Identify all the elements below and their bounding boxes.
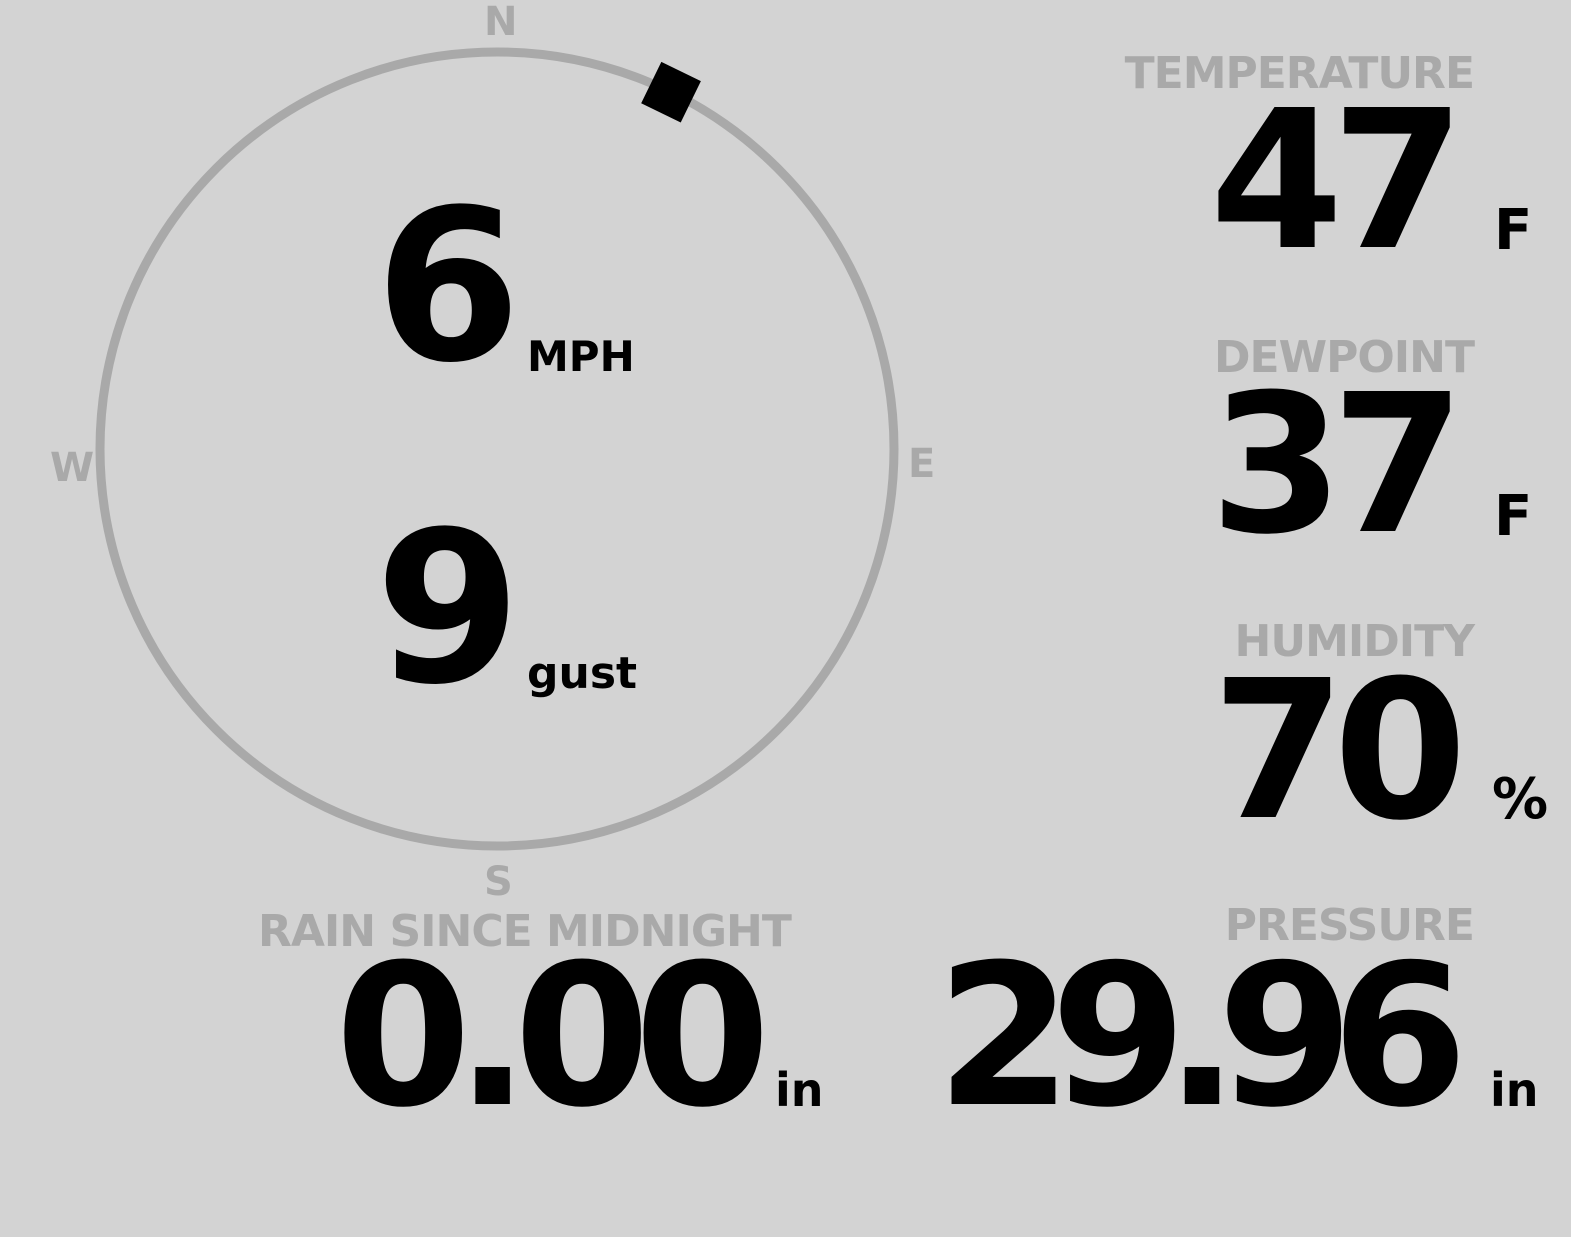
dewpoint-label: DEWPOINT [1214, 332, 1475, 383]
wind-gust-value: 9 [375, 486, 522, 731]
temperature-unit: F [1494, 198, 1533, 263]
dewpoint-value: 37 [1209, 354, 1465, 577]
humidity-unit: % [1492, 767, 1549, 832]
compass-west-label: W [50, 445, 95, 491]
temperature-value: 47 [1209, 70, 1465, 293]
pressure-unit: in [1490, 1063, 1539, 1117]
compass-north-label: N [484, 0, 518, 45]
compass-ring [95, 47, 899, 851]
humidity-value: 70 [1211, 640, 1467, 863]
rain-label: RAIN SINCE MIDNIGHT [258, 906, 792, 957]
temperature-label: TEMPERATURE [1124, 48, 1475, 99]
wind-direction-marker [641, 61, 701, 123]
dewpoint-unit: F [1494, 484, 1533, 549]
rain-value: 0.00 [335, 923, 771, 1151]
humidity-label: HUMIDITY [1234, 616, 1475, 667]
compass-east-label: E [908, 441, 936, 487]
compass-south-label: S [484, 859, 513, 905]
wind-speed-unit: MPH [527, 332, 635, 381]
pressure-label: PRESSURE [1224, 900, 1475, 951]
rain-unit: in [775, 1063, 824, 1117]
wind-speed-value: 6 [375, 164, 522, 409]
wind-gust-unit: gust [527, 648, 638, 699]
pressure-value: 29.96 [936, 923, 1468, 1151]
